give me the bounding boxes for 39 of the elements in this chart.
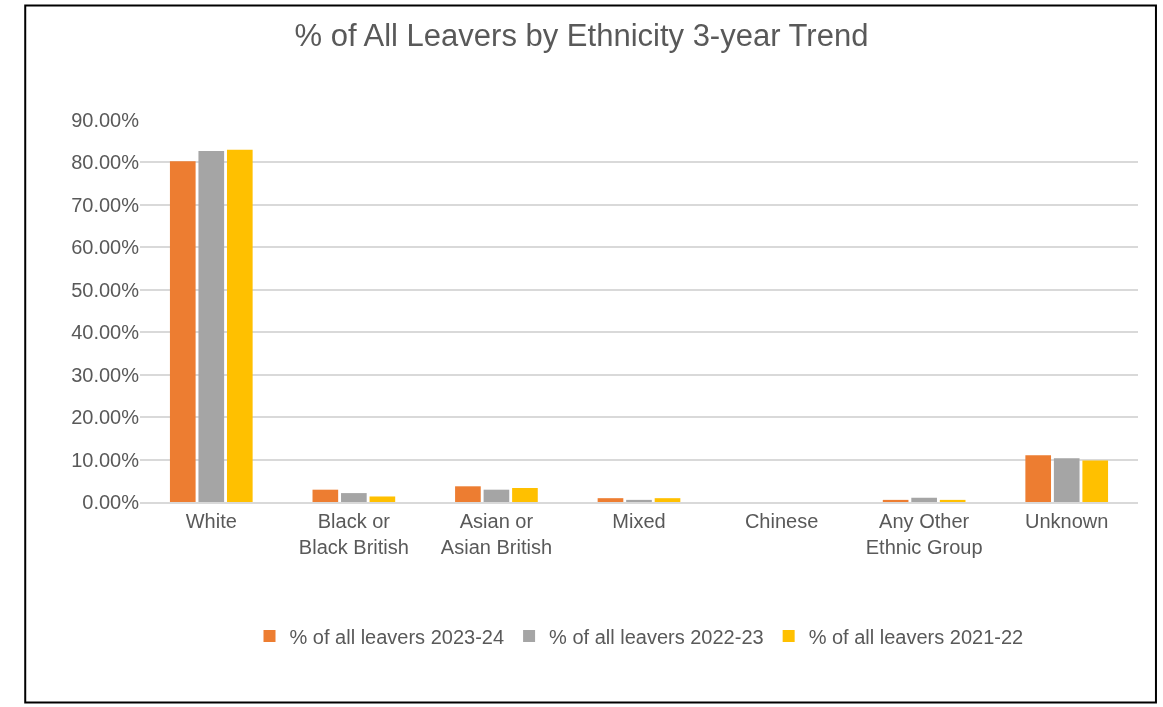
bar [455,486,481,502]
bar [1053,458,1080,502]
bar [911,497,937,502]
bar [512,487,538,502]
bar [882,499,909,502]
bar [341,493,367,502]
bar [169,161,196,502]
y-tick-label: 80.00% [71,151,140,174]
y-tick-label: 0.00% [82,491,140,513]
bar [312,489,339,502]
y-tick-label: 10.00% [71,448,140,471]
y-tick-label: 40.00% [71,321,140,344]
x-tick-label: Black or Black British [298,510,409,558]
bar [198,150,225,502]
x-tick-label: Mixed [612,510,666,532]
bar [1082,460,1109,502]
x-tick-label: Any Other Ethnic Group [865,510,983,558]
bar [483,489,510,502]
bar [1025,455,1052,502]
bar [626,499,652,502]
y-tick-label: 20.00% [71,406,140,429]
x-tick-label: Chinese [744,510,819,532]
bar [939,499,966,502]
y-tick-label: 60.00% [71,236,140,259]
bar [226,149,253,502]
bar [654,498,681,502]
x-tick-label: White [185,510,237,532]
y-tick-label: 30.00% [71,363,140,386]
x-tick-label: Asian or Asian British [440,510,553,558]
y-tick-label: 90.00% [71,109,140,131]
bar [597,498,624,502]
chart-title: % of All Leavers by Ethnicity 3-year Trend [294,18,869,54]
y-tick-label: 70.00% [71,193,140,216]
y-tick-label: 50.00% [71,278,140,301]
x-tick-label: Unknown [1025,510,1109,532]
legend-label: % of all leavers 2023-24 [289,625,505,648]
legend-label: % of all leavers 2021-22 [808,625,1024,648]
legend-label: % of all leavers 2022-23 [549,625,764,648]
bar [369,496,396,502]
